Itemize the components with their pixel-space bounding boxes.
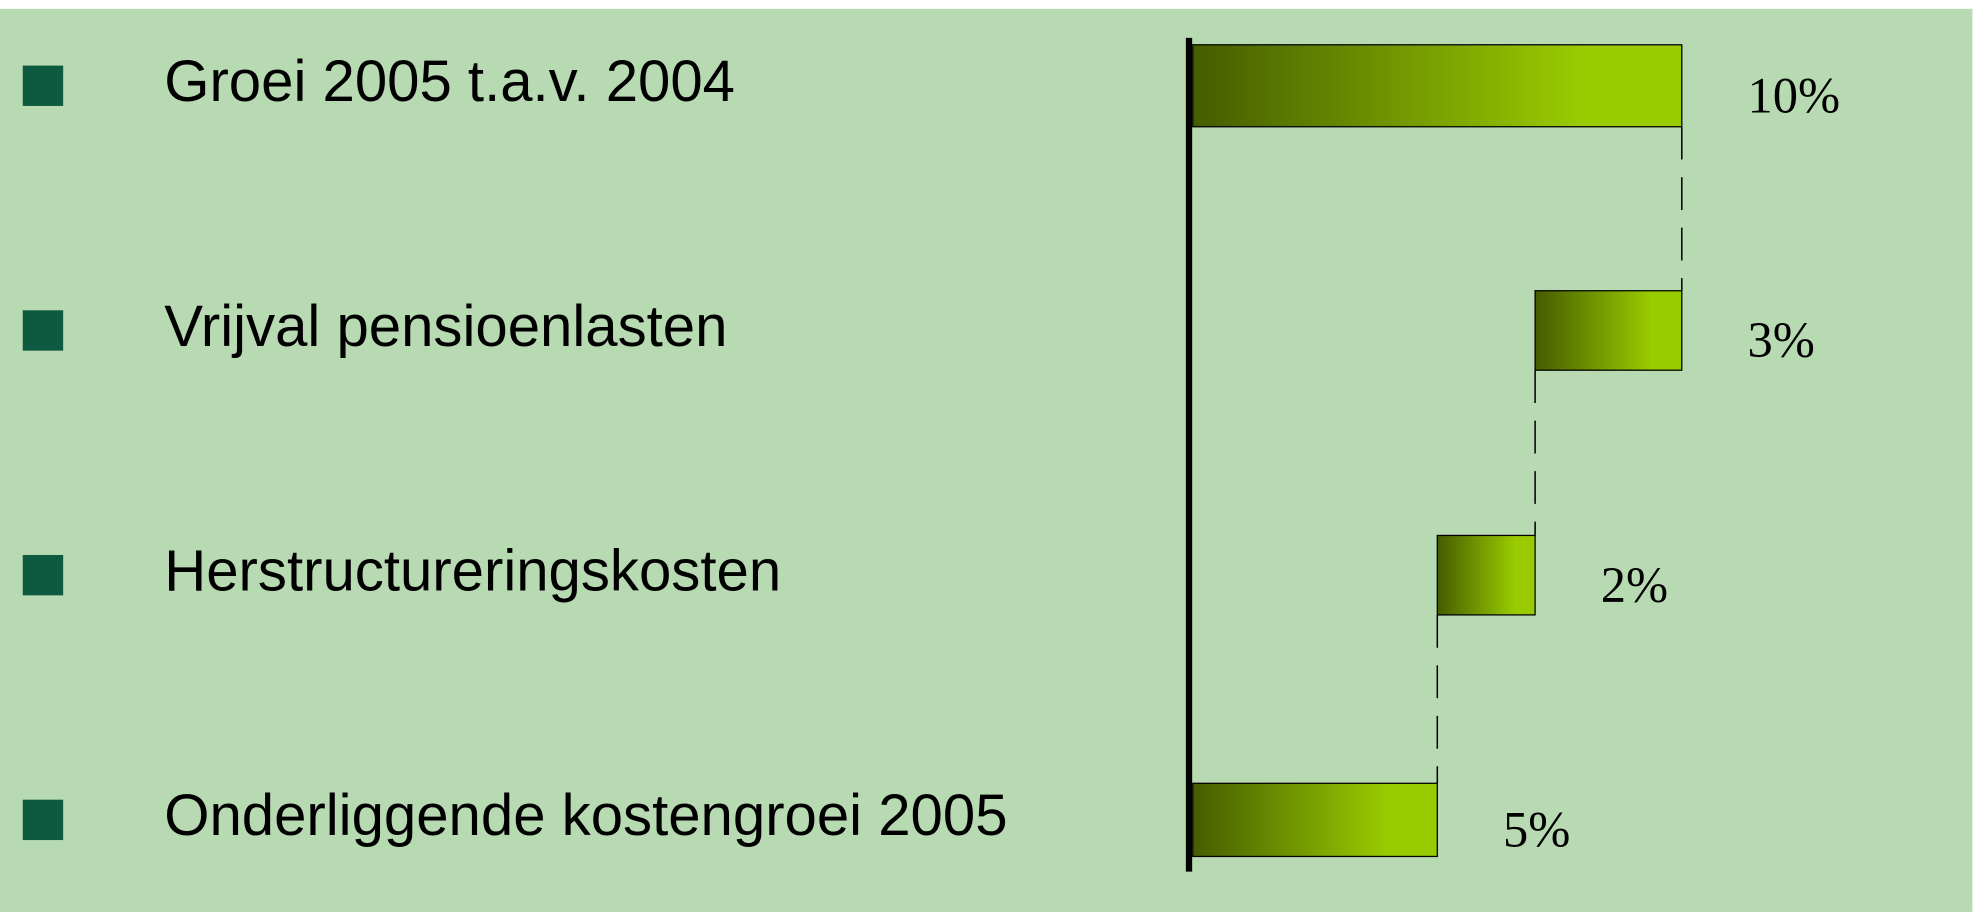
bar	[1192, 782, 1438, 858]
bullet	[22, 799, 64, 841]
background	[0, 8, 1973, 912]
bullet	[22, 65, 64, 106]
bullet	[22, 310, 64, 351]
category-label: Herstructureringskosten	[164, 539, 781, 604]
category-label: Onderliggende kostengroei 2005	[164, 783, 1007, 848]
bar	[1436, 534, 1536, 616]
bullet	[22, 554, 64, 596]
bar	[1192, 44, 1683, 128]
value-label: 5%	[1503, 802, 1570, 858]
value-label: 3%	[1748, 312, 1815, 368]
value-label: 10%	[1748, 68, 1841, 124]
category-label: Vrijval pensioenlasten	[164, 294, 727, 359]
category-label: Groei 2005 t.a.v. 2004	[164, 49, 735, 114]
bar	[1534, 290, 1683, 371]
value-label: 2%	[1601, 557, 1668, 613]
